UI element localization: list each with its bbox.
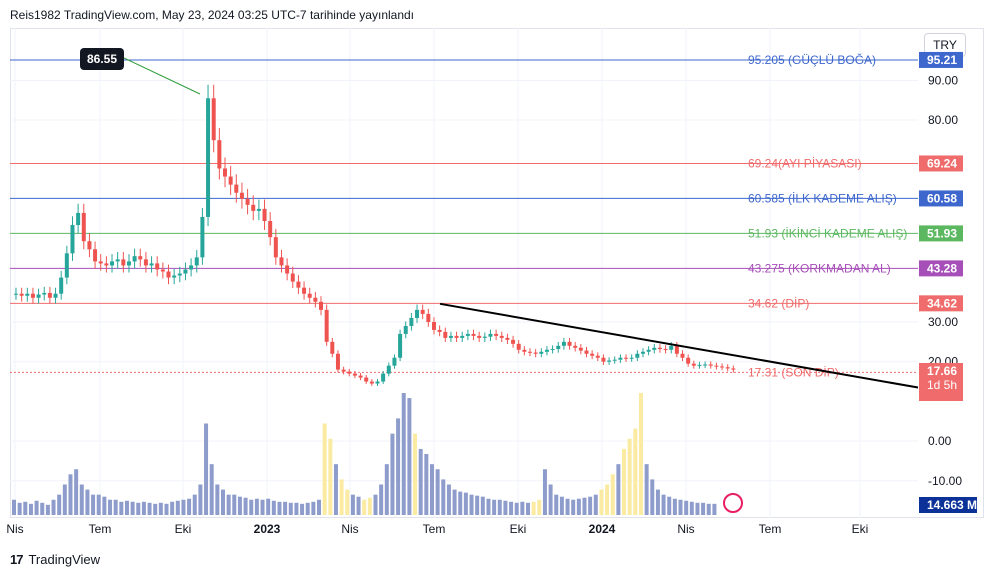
- x-tick-label: Nis: [677, 522, 694, 536]
- x-tick-label: Nis: [6, 522, 23, 536]
- chart-frame: [10, 28, 984, 518]
- x-tick-label: Eki: [852, 522, 869, 536]
- x-tick-label: Tem: [423, 522, 446, 536]
- publisher-caption: Reis1982 TradingView.com, May 23, 2024 0…: [10, 8, 415, 22]
- x-tick-label: Tem: [89, 522, 112, 536]
- time-axis: Nis Tem Eki 2023 Nis Tem Eki 2024 Nis Tem Eki: [6, 522, 868, 536]
- tradingview-logo-icon: 17: [10, 552, 24, 567]
- x-tick-label: Eki: [510, 522, 527, 536]
- brand-label: TradingView: [28, 552, 101, 567]
- tradingview-footer[interactable]: 17 TradingView: [10, 552, 100, 567]
- x-tick-label: 2024: [589, 522, 616, 536]
- x-tick-label: 2023: [254, 522, 281, 536]
- x-tick-label: Eki: [175, 522, 192, 536]
- x-tick-label: Tem: [759, 522, 782, 536]
- x-tick-label: Nis: [341, 522, 358, 536]
- currency-selector[interactable]: TRY: [924, 33, 966, 57]
